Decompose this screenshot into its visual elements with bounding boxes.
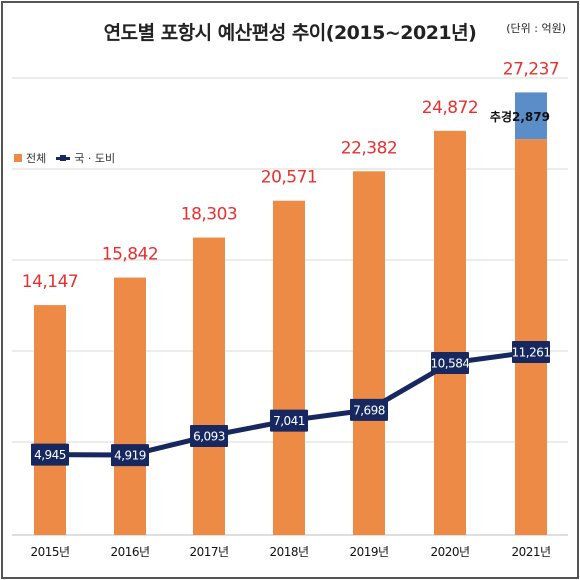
line-point-label: 7,041 <box>273 414 305 428</box>
bar-2016년 <box>114 277 146 535</box>
line-point-label: 6,093 <box>193 429 225 443</box>
supplementary-bar-segment <box>515 92 547 140</box>
total-label: 20,571 <box>261 168 317 188</box>
bar-2020년 <box>434 130 466 535</box>
legend-line-swatch <box>56 154 71 161</box>
legend: 전체 국 · 도비 <box>14 150 115 166</box>
line-point-marker <box>350 398 388 421</box>
x-tick-label: 2016년 <box>110 545 149 559</box>
x-tick-label: 2015년 <box>30 545 69 559</box>
line-point-marker <box>190 424 228 447</box>
total-label: 24,872 <box>422 98 478 118</box>
line-point-marker <box>270 409 308 432</box>
x-tick-label: 2019년 <box>349 545 388 559</box>
legend-line-label: 국 · 도비 <box>74 152 116 165</box>
total-label: 27,237 <box>503 59 559 79</box>
bar-2019년 <box>353 171 385 536</box>
total-label: 18,303 <box>181 205 237 225</box>
legend-bar-label: 전체 <box>26 152 47 165</box>
line-point-label: 4,919 <box>114 449 146 463</box>
legend-bar-swatch <box>14 154 22 162</box>
line-point-label: 11,261 <box>512 346 551 360</box>
line-point-label: 10,584 <box>431 357 470 371</box>
x-tick-label: 2017년 <box>189 545 228 559</box>
chart-title: 연도별 포항시 예산편성 추이(2015~2021년) <box>103 22 477 44</box>
line-point-marker <box>512 341 550 364</box>
unit-note: (단위 : 억원) <box>506 22 566 35</box>
x-tick-label: 2021년 <box>511 545 550 559</box>
line-point-marker <box>31 443 69 466</box>
bar-2018년 <box>273 200 305 535</box>
total-label: 14,147 <box>22 272 78 292</box>
line-point-marker <box>431 352 469 375</box>
line-point-label: 4,945 <box>34 448 66 462</box>
x-tick-label: 2020년 <box>430 545 469 559</box>
line-point-marker <box>111 444 149 467</box>
supplementary-tag-label: 추경 <box>490 109 512 124</box>
bar-2021년 <box>515 139 547 535</box>
x-tick-label: 2018년 <box>269 545 308 559</box>
total-label: 22,382 <box>341 138 397 158</box>
bar-2015년 <box>34 305 66 535</box>
supplementary-value-label: 2,879 <box>512 110 550 124</box>
bar-2017년 <box>193 237 225 536</box>
line-point-label: 7,698 <box>353 403 385 417</box>
total-label: 15,842 <box>102 245 158 265</box>
